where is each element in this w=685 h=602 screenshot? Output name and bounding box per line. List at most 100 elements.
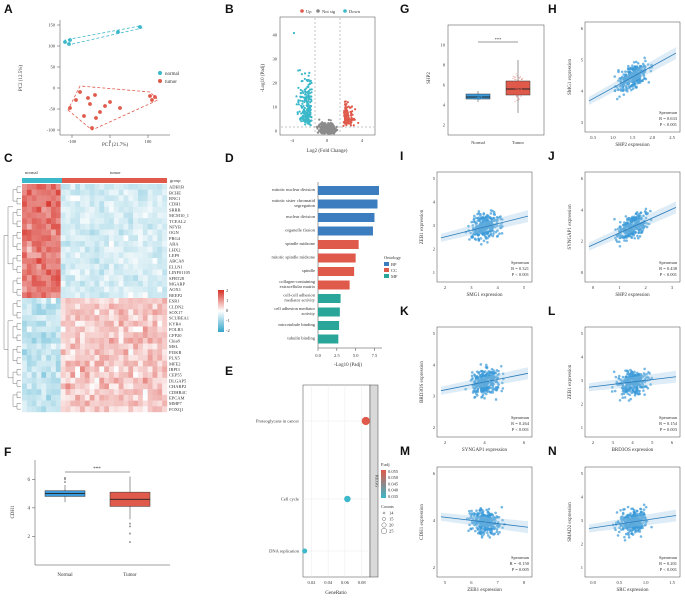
go-term-label: mitotic sister chromatid — [272, 198, 315, 203]
scatter-ytick: 1 — [433, 270, 435, 275]
volcano-point-down — [300, 104, 303, 107]
heatmap-cell — [113, 309, 119, 316]
heatmap-cell — [113, 315, 119, 321]
scatter-xtick: 1.5 — [669, 580, 675, 585]
heatmap-cell — [41, 320, 47, 327]
jitter-point — [480, 96, 483, 98]
heatmap-cell — [162, 326, 168, 333]
scatter-point — [477, 239, 481, 242]
heatmap-cell — [128, 394, 134, 401]
heatmap-cell — [109, 201, 115, 207]
volcano-point-notsig — [333, 127, 336, 130]
heatmap-cell — [138, 212, 144, 219]
scatter-point — [618, 95, 621, 98]
heatmap-cell — [26, 252, 32, 259]
heatmap-cell — [70, 298, 76, 304]
heatmap-cell — [123, 372, 129, 378]
scatter-point — [483, 397, 486, 400]
cdh1-group-normal: Normal — [57, 573, 73, 578]
go-legend-cc: CC — [391, 268, 397, 273]
heatmap-cell — [70, 223, 76, 230]
scatter-point — [641, 79, 644, 82]
heatmap-cell — [80, 366, 86, 373]
scatter-point — [617, 374, 621, 378]
heatmap-cell — [104, 298, 110, 304]
go-term-label: activity — [302, 311, 316, 316]
heatmap-cell — [123, 394, 129, 401]
heatmap-cell — [46, 195, 52, 202]
heatmap-cell — [84, 394, 90, 401]
volcano-point-notsig — [329, 129, 332, 133]
heatmap-cell — [162, 303, 168, 310]
volcano-point-down — [309, 115, 312, 118]
heatmap-cell — [109, 349, 115, 356]
heatmap-cell — [162, 372, 168, 378]
heatmap-cell — [80, 332, 86, 339]
heatmap-cell — [138, 377, 144, 384]
heatmap-gene-label: MGARP — [169, 281, 186, 286]
jitter-point — [478, 98, 480, 100]
scatter-point — [482, 370, 486, 374]
heatmap-cell — [152, 246, 158, 253]
heatmap-cell — [70, 360, 76, 367]
heatmap-cell — [94, 218, 100, 225]
scatter-point — [482, 513, 485, 517]
heatmap-cell — [104, 286, 110, 293]
heatmap-cell — [41, 349, 47, 356]
heatmap-cell — [128, 406, 134, 413]
heatmap-cell — [60, 223, 66, 230]
heatmap-cell — [22, 229, 28, 236]
volcano-point-up — [343, 118, 346, 122]
heatmap-cell — [41, 343, 47, 350]
volcano-point-notsig — [318, 129, 321, 132]
kegg-count-tick: 20 — [389, 523, 394, 528]
heatmap-cell — [113, 269, 119, 276]
heatmap-cell — [31, 195, 37, 202]
scatter-xtick: 5 — [651, 440, 654, 445]
scatter-ytick: 4 — [433, 362, 436, 367]
stat-method: Spearman — [659, 415, 678, 420]
label-e: E — [225, 364, 233, 378]
heatmap-cell — [162, 201, 168, 207]
heatmap-cell — [41, 269, 47, 276]
heatmap-cell — [84, 275, 90, 282]
heatmap-cell — [55, 275, 61, 282]
scatter-point — [624, 215, 628, 218]
heatmap-cell — [65, 212, 71, 219]
scatter-point — [617, 70, 620, 74]
heatmap-cell — [104, 355, 110, 361]
volcano-point-down — [300, 116, 303, 119]
heatmap-cell — [75, 320, 81, 327]
heatmap-cell — [157, 360, 163, 367]
heatmap-cell — [128, 229, 134, 236]
heatmap-gene-label: ELLN1 — [169, 264, 183, 269]
scatter-ylabel: BRD3OS expression — [420, 361, 425, 403]
heatmap-cell — [123, 337, 129, 344]
heatmap-cell — [46, 383, 52, 390]
volcano-point-up — [345, 123, 348, 127]
heatmap-cell — [162, 235, 168, 242]
heatmap-gene-label: SRRB — [169, 207, 181, 212]
scatter-point — [494, 398, 498, 401]
heatmap-cell — [147, 394, 153, 401]
scatter-point — [475, 392, 478, 396]
heatmap-cell — [26, 218, 32, 225]
heatmap-cell — [118, 201, 124, 207]
volcano-point-notsig — [326, 129, 329, 132]
heatmap-cell — [22, 258, 28, 264]
heatmap-cell — [128, 206, 134, 213]
heatmap-cell — [60, 309, 66, 316]
scatter-point — [475, 375, 479, 378]
heatmap-cell — [109, 326, 115, 333]
heatmap-cell — [80, 223, 86, 230]
scatter-point — [485, 223, 489, 227]
jitter-point — [516, 81, 518, 83]
scatter-point — [644, 505, 648, 509]
heatmap-cell — [51, 229, 57, 236]
heatmap-cell — [128, 315, 134, 321]
scatter-point — [630, 373, 634, 377]
heatmap-cell — [80, 235, 86, 242]
heatmap-cell — [133, 360, 139, 367]
